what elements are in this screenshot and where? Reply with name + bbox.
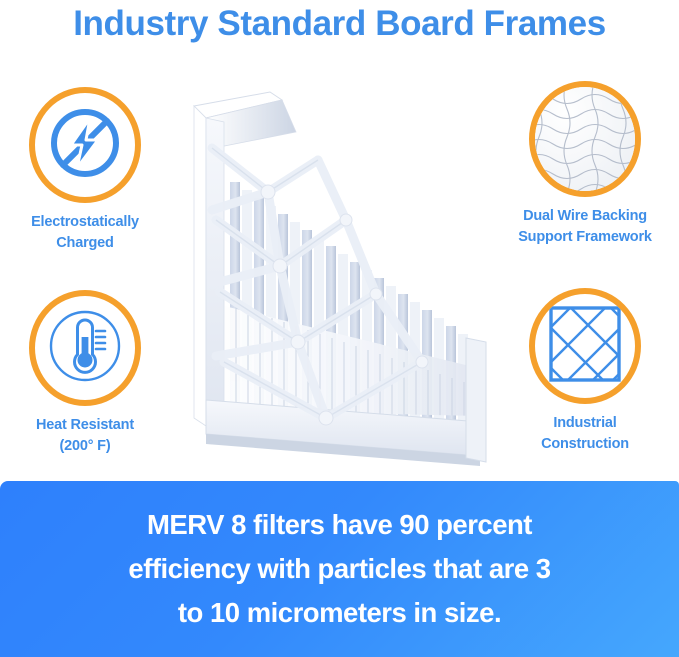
feature-label-line1: Electrostatically: [31, 214, 139, 230]
orange-ring: [29, 290, 141, 406]
banner-line-2: efficiency with particles that are 3: [128, 553, 551, 584]
banner-line-1: MERV 8 filters have 90 percent: [147, 509, 532, 540]
orange-ring: [29, 87, 141, 203]
feature-industrial-construction: Industrial Construction: [500, 287, 670, 455]
feature-label-line2: Charged: [56, 235, 114, 251]
filter-board-frame: [192, 91, 487, 466]
feature-icon-ring: [500, 80, 670, 198]
banner-text: MERV 8 filters have 90 percent efficienc…: [40, 503, 640, 635]
thermometer-icon: [42, 303, 128, 394]
feature-label: Dual Wire Backing Support Framework: [500, 206, 670, 248]
feature-label: Electrostatically Charged: [0, 212, 170, 254]
feature-label-line1: Industrial: [553, 415, 617, 431]
feature-icon-ring: [0, 86, 170, 204]
banner-line-3: to 10 micrometers in size.: [177, 597, 502, 628]
no-static-electricity-icon: [46, 104, 124, 187]
feature-electrostatically-charged: Electrostatically Charged: [0, 86, 170, 254]
feature-label-line2: Construction: [541, 436, 629, 452]
pleated-air-filter-illustration: [150, 70, 510, 480]
page-title: Industry Standard Board Frames: [73, 4, 606, 43]
feature-heat-resistant: Heat Resistant (200° F): [0, 289, 170, 457]
feature-label-line1: Dual Wire Backing: [523, 208, 647, 224]
lattice-grid-icon: [548, 305, 622, 388]
feature-dual-wire-backing: Dual Wire Backing Support Framework: [500, 80, 670, 248]
feature-icon-ring: [0, 289, 170, 407]
feature-label-line1: Heat Resistant: [36, 417, 134, 433]
wire-mesh-photo-icon: [535, 87, 635, 191]
orange-ring: [529, 288, 641, 404]
feature-icon-ring: [500, 287, 670, 405]
feature-label-line2: (200° F): [59, 438, 111, 454]
feature-label: Industrial Construction: [500, 413, 670, 455]
merv-rating-banner: MERV 8 filters have 90 percent efficienc…: [0, 481, 679, 657]
orange-ring: [529, 81, 641, 197]
feature-label: Heat Resistant (200° F): [0, 415, 170, 457]
feature-label-line2: Support Framework: [518, 229, 652, 245]
